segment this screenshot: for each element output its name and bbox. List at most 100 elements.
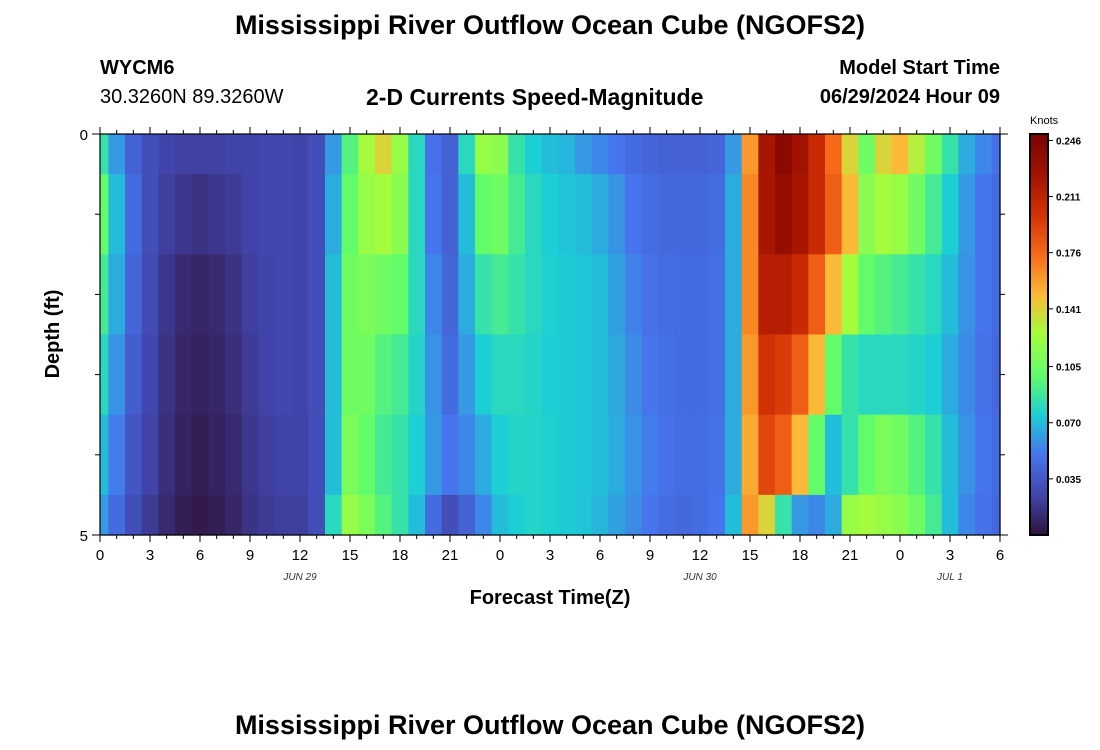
heatmap-cell bbox=[100, 254, 109, 336]
heatmap-cell bbox=[391, 414, 409, 496]
heatmap-cell bbox=[291, 174, 309, 255]
x-tick-label: 3 bbox=[546, 547, 554, 564]
heatmap-cell bbox=[175, 414, 193, 496]
heatmap-cell bbox=[541, 134, 559, 175]
heatmap-cell bbox=[691, 494, 709, 536]
heatmap-cell bbox=[558, 334, 576, 416]
heatmap-cell bbox=[441, 174, 459, 255]
heatmap-cell bbox=[491, 414, 509, 496]
heatmap-cell bbox=[641, 414, 659, 496]
heatmap-cell bbox=[941, 254, 959, 336]
heatmap-cell bbox=[625, 494, 643, 536]
heatmap-cell bbox=[741, 254, 759, 336]
heatmap-cell bbox=[975, 254, 993, 336]
heatmap-cell bbox=[391, 254, 409, 336]
heatmap-cell bbox=[141, 414, 159, 496]
heatmap-cell bbox=[775, 414, 793, 496]
heatmap-cell bbox=[508, 134, 526, 175]
heatmap-cell bbox=[808, 134, 826, 175]
heatmap-cell bbox=[808, 254, 826, 336]
heatmap-cell bbox=[858, 494, 876, 536]
heatmap-cell bbox=[325, 134, 343, 175]
heatmap-cell bbox=[675, 174, 693, 255]
heatmap-cell bbox=[725, 334, 743, 416]
heatmap-cell bbox=[391, 134, 409, 175]
heatmap-cell bbox=[758, 334, 776, 416]
heatmap-cell bbox=[708, 494, 726, 536]
heatmap-cell bbox=[275, 334, 293, 416]
heatmap-cell bbox=[925, 134, 943, 175]
heatmap-cell bbox=[725, 134, 743, 175]
heatmap-cell bbox=[725, 254, 743, 336]
heatmap-cell bbox=[875, 494, 893, 536]
heatmap-cell bbox=[358, 494, 376, 536]
heatmap-cell bbox=[141, 134, 159, 175]
heatmap-cell bbox=[975, 134, 993, 175]
heatmap-cell bbox=[875, 254, 893, 336]
heatmap-cell bbox=[391, 174, 409, 255]
heatmap-cell bbox=[508, 254, 526, 336]
heatmap-cell bbox=[975, 494, 993, 536]
heatmap-cell bbox=[658, 174, 676, 255]
heatmap-cell bbox=[308, 254, 326, 336]
heatmap-cell bbox=[541, 254, 559, 336]
heatmap-cell bbox=[891, 134, 909, 175]
heatmap-cell bbox=[575, 334, 593, 416]
heatmap-cell bbox=[591, 254, 609, 336]
heatmap-cell bbox=[158, 134, 176, 175]
heatmap-cell bbox=[775, 254, 793, 336]
heatmap-cell bbox=[641, 174, 659, 255]
heatmap-cell bbox=[125, 334, 143, 416]
heatmap-cell bbox=[525, 254, 543, 336]
heatmap-cell bbox=[341, 254, 359, 336]
heatmap-cell bbox=[191, 334, 209, 416]
heatmap-cell bbox=[191, 174, 209, 255]
heatmap-cell bbox=[308, 414, 326, 496]
heatmap-cell bbox=[375, 334, 393, 416]
heatmap-cell bbox=[541, 494, 559, 536]
heatmap-cell bbox=[841, 334, 859, 416]
heatmap-cell bbox=[941, 414, 959, 496]
x-tick-label: 18 bbox=[392, 547, 409, 564]
heatmap-cell bbox=[325, 414, 343, 496]
heatmap-cell bbox=[275, 414, 293, 496]
x-tick-label: 0 bbox=[96, 547, 104, 564]
heatmap-cell bbox=[541, 174, 559, 255]
heatmap-cell bbox=[158, 494, 176, 536]
heatmap-cell bbox=[825, 254, 843, 336]
heatmap-cell bbox=[908, 334, 926, 416]
heatmap-cell bbox=[508, 174, 526, 255]
heatmap-cell bbox=[875, 134, 893, 175]
heatmap-cell bbox=[291, 334, 309, 416]
heatmap-cell bbox=[908, 254, 926, 336]
x-tick-label: 15 bbox=[342, 547, 359, 564]
heatmap-cell bbox=[875, 414, 893, 496]
date-label: JUN 29 bbox=[282, 572, 317, 583]
heatmap-cell bbox=[808, 414, 826, 496]
heatmap-cell bbox=[325, 254, 343, 336]
colorbar-tick-label: 0.176 bbox=[1056, 249, 1081, 260]
heatmap-cell bbox=[225, 414, 243, 496]
heatmap-cell bbox=[175, 254, 193, 336]
station-id: WYCM6 bbox=[100, 57, 175, 79]
heatmap-cell bbox=[858, 134, 876, 175]
heatmap-cell bbox=[141, 254, 159, 336]
heatmap-cell bbox=[141, 334, 159, 416]
heatmap-cell bbox=[241, 334, 259, 416]
heatmap-cell bbox=[441, 134, 459, 175]
heatmap-cell bbox=[591, 414, 609, 496]
heatmap-cell bbox=[825, 174, 843, 255]
heatmap-cell bbox=[225, 334, 243, 416]
heatmap-cell bbox=[375, 134, 393, 175]
heatmap-cell bbox=[291, 134, 309, 175]
heatmap-cell bbox=[975, 174, 993, 255]
heatmap-cell bbox=[241, 134, 259, 175]
heatmap-cell bbox=[208, 134, 226, 175]
heatmap-cell bbox=[225, 494, 243, 536]
y-axis-label: Depth (ft) bbox=[42, 290, 64, 379]
heatmap-cell bbox=[358, 254, 376, 336]
heatmap-cell bbox=[458, 174, 476, 255]
heatmap-cell bbox=[341, 334, 359, 416]
heatmap-cell bbox=[775, 334, 793, 416]
heatmap-cell bbox=[858, 174, 876, 255]
